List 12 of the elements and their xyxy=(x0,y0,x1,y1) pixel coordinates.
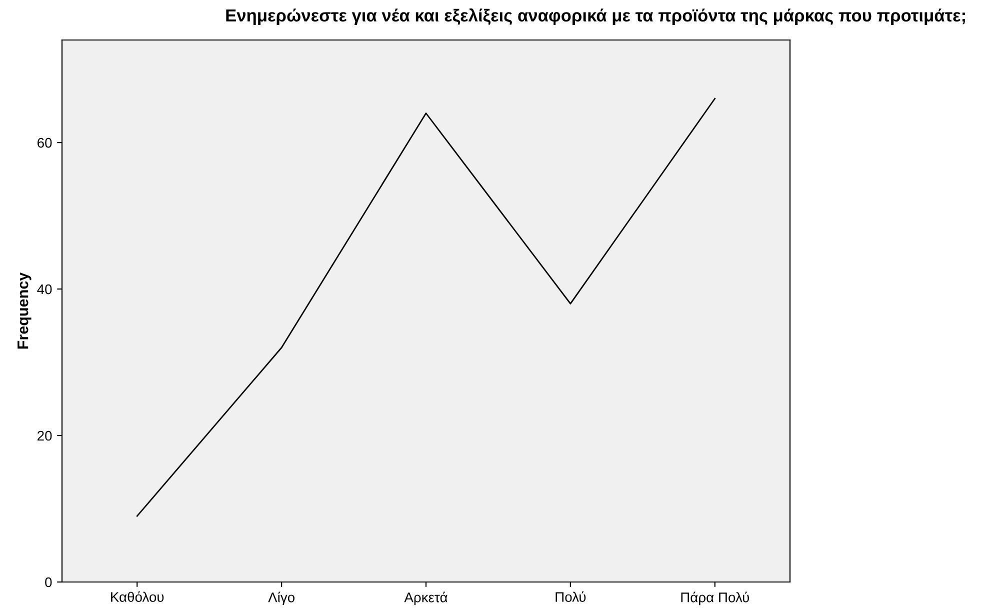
y-tick-label: 20 xyxy=(38,430,52,441)
y-axis-title: Frequency xyxy=(18,272,32,349)
y-tick-label: 60 xyxy=(38,138,52,148)
x-tick-label: Καθόλου xyxy=(111,591,164,602)
x-tick-label: Πάρα Πολύ xyxy=(681,592,749,606)
y-tick-label: 0 xyxy=(45,577,52,588)
chart-title: Ενημερώνεστε για νέα και εξελίξεις αναφορικά με τα προϊόντα της μάρκας που προτιμάτε; xyxy=(226,8,965,26)
y-tick-label: 40 xyxy=(37,284,52,294)
x-tick-label: Πολύ xyxy=(556,591,586,602)
x-tick-label: Λίγο xyxy=(268,592,294,606)
x-tick-label: Αρκετά xyxy=(404,592,448,606)
line-series xyxy=(136,98,716,517)
